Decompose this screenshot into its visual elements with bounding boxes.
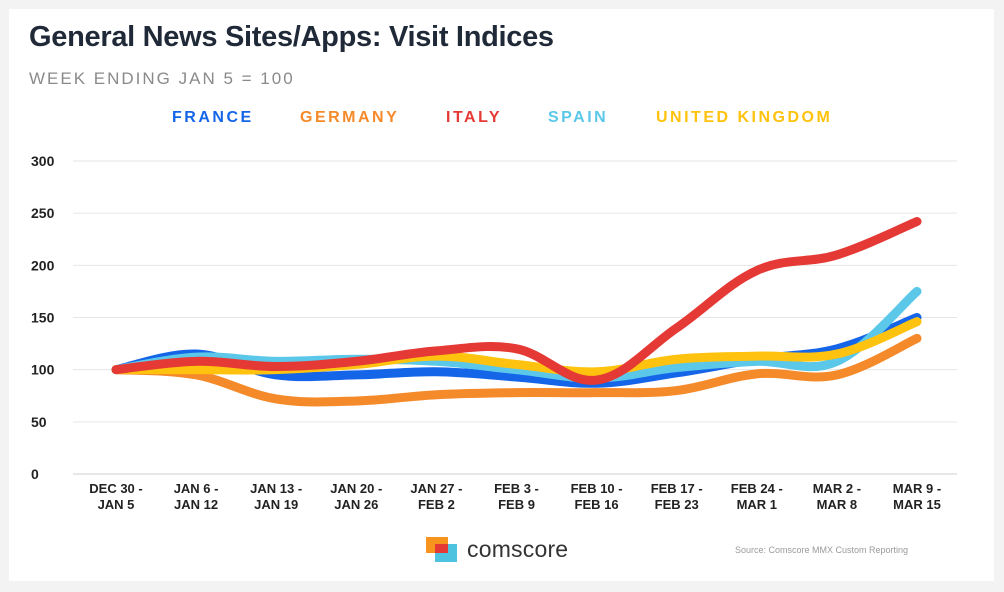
y-tick-label-200: 200 — [31, 257, 55, 273]
x-tick-label-3-0: JAN 20 - — [330, 481, 382, 496]
x-tick-label-5-0: FEB 3 - — [494, 481, 539, 496]
x-tick-label-9-1: MAR 8 — [817, 497, 857, 512]
chart-card: General News Sites/Apps: Visit Indices W… — [9, 9, 994, 581]
x-tick-label-1-0: JAN 6 - — [174, 481, 219, 496]
legend-item-italy: ITALY — [446, 109, 503, 126]
chart-title: General News Sites/Apps: Visit Indices — [29, 21, 554, 53]
series-line-spain — [111, 286, 922, 383]
x-tick-label-2-0: JAN 13 - — [250, 481, 302, 496]
comscore-logo-text: comscore — [467, 536, 569, 562]
x-tick-label-1-1: JAN 12 — [174, 497, 218, 512]
y-tick-label-250: 250 — [31, 205, 55, 221]
y-tick-label-0: 0 — [31, 466, 39, 482]
x-tick-label-0-1: JAN 5 — [98, 497, 135, 512]
x-tick-label-7-1: FEB 23 — [655, 497, 699, 512]
legend-item-spain: SPAIN — [548, 109, 609, 126]
x-tick-label-7-0: FEB 17 - — [651, 481, 703, 496]
x-tick-label-0-0: DEC 30 - — [89, 481, 142, 496]
comscore-logo-icon — [426, 537, 457, 562]
y-tick-label-100: 100 — [31, 362, 55, 378]
source-note: Source: Comscore MMX Custom Reporting — [735, 545, 909, 555]
legend-item-germany: GERMANY — [300, 109, 400, 126]
x-tick-label-8-1: MAR 1 — [737, 497, 777, 512]
x-tick-label-10-1: MAR 15 — [893, 497, 941, 512]
x-tick-label-6-1: FEB 16 — [575, 497, 619, 512]
x-tick-label-10-0: MAR 9 - — [893, 481, 941, 496]
x-tick-label-3-1: JAN 26 — [334, 497, 378, 512]
chart-subtitle: WEEK ENDING JAN 5 = 100 — [29, 69, 295, 88]
x-tick-label-2-1: JAN 19 — [254, 497, 298, 512]
y-tick-label-300: 300 — [31, 153, 55, 169]
y-tick-label-150: 150 — [31, 310, 55, 326]
x-tick-label-4-1: FEB 2 — [418, 497, 455, 512]
legend-item-france: FRANCE — [172, 109, 254, 126]
x-tick-label-5-1: FEB 9 — [498, 497, 535, 512]
y-tick-label-50: 50 — [31, 414, 47, 430]
x-tick-label-4-0: JAN 27 - — [410, 481, 462, 496]
x-tick-label-6-0: FEB 10 - — [571, 481, 623, 496]
x-tick-label-8-0: FEB 24 - — [731, 481, 783, 496]
series-line-italy — [111, 217, 922, 385]
comscore-logo: comscore — [425, 535, 585, 567]
chart-legend: FRANCE GERMANY ITALY SPAIN UNITED KINGDO… — [9, 109, 994, 131]
x-tick-label-9-0: MAR 2 - — [813, 481, 861, 496]
legend-item-united-kingdom: UNITED KINGDOM — [656, 109, 833, 126]
